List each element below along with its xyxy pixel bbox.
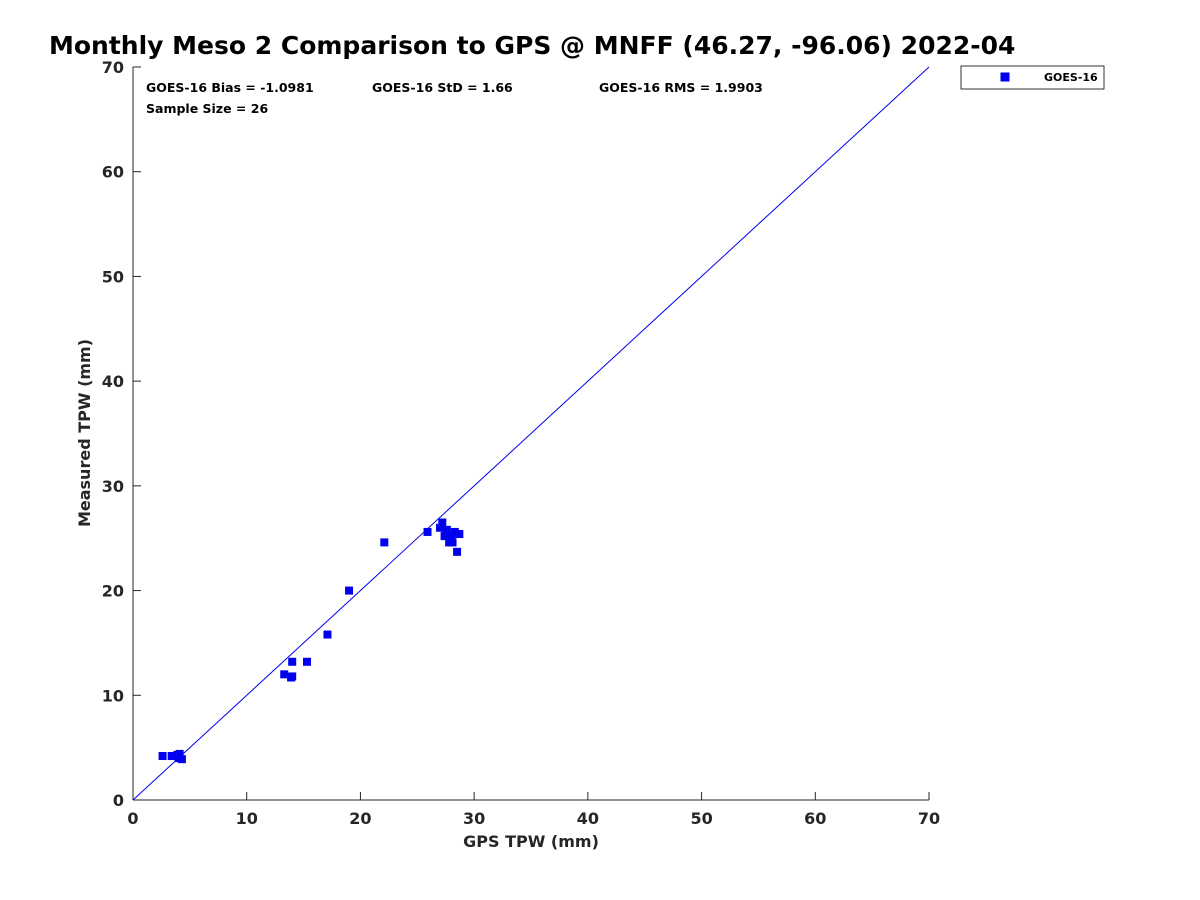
plot-area: 0 10 20 30 40 50 60 70 0 10 20 30 40 50 60 70 [102,58,940,828]
data-point [345,586,354,595]
x-tick-label: 50 [690,809,712,828]
legend: GOES-16 [960,65,1105,90]
y-tick-label: 30 [102,477,124,496]
legend-label: GOES-16 [1044,71,1098,84]
data-point [288,672,297,681]
data-point [380,538,389,547]
x-tick-label: 10 [236,809,258,828]
data-point [450,527,459,536]
x-tick-label: 40 [577,809,599,828]
data-point [280,670,289,679]
y-tick-label: 0 [113,791,124,810]
data-point [175,749,184,758]
rms-annotation: GOES-16 RMS = 1.9903 [599,80,763,95]
x-tick-label: 70 [918,809,940,828]
data-point [423,527,432,536]
x-tick-label: 20 [349,809,371,828]
y-tick-label: 20 [102,582,124,601]
data-point [455,530,464,539]
y-tick-label: 10 [102,686,124,705]
data-point [177,755,186,764]
data-point [453,547,462,556]
data-point [447,532,456,541]
y-tick-label: 60 [102,163,124,182]
data-point [302,657,311,666]
bias-annotation: GOES-16 Bias = -1.0981 [146,80,314,95]
data-point [441,528,450,537]
data-point [167,752,176,761]
data-point [436,523,445,532]
data-point [323,630,332,639]
legend-marker [1000,72,1010,82]
one-to-one-line [132,66,930,801]
data-point [158,752,167,761]
data-point [438,518,447,527]
y-tick-label: 50 [102,267,124,286]
x-tick-label: 30 [463,809,485,828]
std-annotation: GOES-16 StD = 1.66 [372,80,513,95]
data-point [288,657,297,666]
y-tick-label: 40 [102,372,124,391]
legend-box [960,65,1105,90]
y-tick-label: 70 [102,58,124,77]
chart-title: Monthly Meso 2 Comparison to GPS @ MNFF … [49,31,1015,60]
sample-size-annotation: Sample Size = 26 [146,101,268,116]
y-axis-label: Measured TPW (mm) [75,339,94,527]
x-axis-label: GPS TPW (mm) [463,832,599,851]
x-tick-label: 0 [127,809,138,828]
data-point [448,538,457,547]
x-tick-label: 60 [804,809,826,828]
